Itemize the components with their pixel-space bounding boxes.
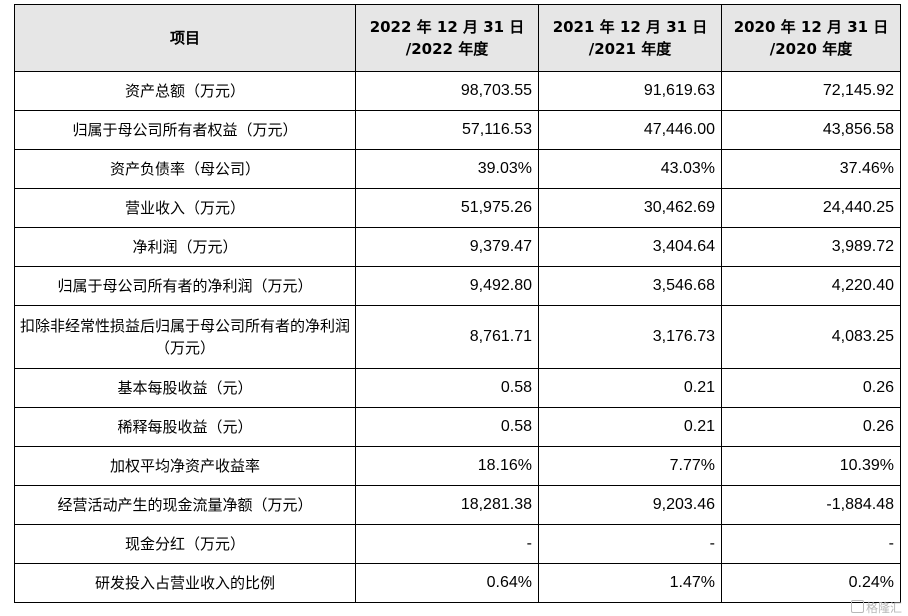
row-label: 基本每股收益（元） (14, 368, 356, 408)
row-label: 资产总额（万元） (14, 71, 356, 111)
table-row: 资产总额（万元） 98,703.55 91,619.63 72,145.92 (14, 71, 901, 111)
value-2020: 24,440.25 (721, 188, 901, 228)
header-row: 项目 2022 年 12 月 31 日 /2022 年度 2021 年 12 月… (14, 4, 901, 72)
value-2020: 10.39% (721, 446, 901, 486)
value-2020: 43,856.58 (721, 110, 901, 150)
value-2022: - (355, 524, 539, 564)
watermark-logo-icon (850, 600, 864, 613)
table-row: 资产负债率（母公司） 39.03% 43.03% 37.46% (14, 149, 901, 189)
value-2022: 9,379.47 (355, 227, 539, 267)
row-label: 现金分红（万元） (14, 524, 356, 564)
value-2020: -1,884.48 (721, 485, 901, 525)
value-2022: 57,116.53 (355, 110, 539, 150)
value-2021: 3,546.68 (538, 266, 722, 306)
value-2022: 0.64% (355, 563, 539, 603)
value-2022: 0.58 (355, 407, 539, 447)
header-item: 项目 (14, 4, 356, 72)
row-label: 扣除非经常性损益后归属于母公司所有者的净利润（万元） (14, 305, 356, 369)
row-label: 加权平均净资产收益率 (14, 446, 356, 486)
table-row: 营业收入（万元） 51,975.26 30,462.69 24,440.25 (14, 188, 901, 228)
value-2022: 8,761.71 (355, 305, 539, 369)
value-2020: 0.26 (721, 368, 901, 408)
watermark: 格隆汇 (850, 599, 902, 616)
value-2021: - (538, 524, 722, 564)
header-2020: 2020 年 12 月 31 日 /2020 年度 (721, 4, 901, 72)
value-2021: 0.21 (538, 368, 722, 408)
table-row: 净利润（万元） 9,379.47 3,404.64 3,989.72 (14, 227, 901, 267)
row-label: 经营活动产生的现金流量净额（万元） (14, 485, 356, 525)
table-row: 经营活动产生的现金流量净额（万元） 18,281.38 9,203.46 -1,… (14, 485, 901, 525)
value-2021: 0.21 (538, 407, 722, 447)
row-label: 稀释每股收益（元） (14, 407, 356, 447)
value-2020: 4,220.40 (721, 266, 901, 306)
value-2021: 3,176.73 (538, 305, 722, 369)
value-2021: 1.47% (538, 563, 722, 603)
value-2020: - (721, 524, 901, 564)
table-row: 现金分红（万元） - - - (14, 524, 901, 564)
value-2022: 18.16% (355, 446, 539, 486)
table-row: 基本每股收益（元） 0.58 0.21 0.26 (14, 368, 901, 408)
value-2020: 72,145.92 (721, 71, 901, 111)
row-label: 归属于母公司所有者权益（万元） (14, 110, 356, 150)
header-2021: 2021 年 12 月 31 日 /2021 年度 (538, 4, 722, 72)
value-2021: 7.77% (538, 446, 722, 486)
value-2022: 18,281.38 (355, 485, 539, 525)
value-2021: 30,462.69 (538, 188, 722, 228)
value-2022: 51,975.26 (355, 188, 539, 228)
table-row: 稀释每股收益（元） 0.58 0.21 0.26 (14, 407, 901, 447)
value-2020: 3,989.72 (721, 227, 901, 267)
value-2021: 9,203.46 (538, 485, 722, 525)
value-2021: 91,619.63 (538, 71, 722, 111)
value-2022: 39.03% (355, 149, 539, 189)
value-2022: 0.58 (355, 368, 539, 408)
value-2020: 0.24% (721, 563, 901, 603)
row-label: 资产负债率（母公司） (14, 149, 356, 189)
row-label: 归属于母公司所有者的净利润（万元） (14, 266, 356, 306)
table-row: 扣除非经常性损益后归属于母公司所有者的净利润（万元） 8,761.71 3,17… (14, 305, 901, 369)
value-2020: 37.46% (721, 149, 901, 189)
row-label: 研发投入占营业收入的比例 (14, 563, 356, 603)
value-2021: 3,404.64 (538, 227, 722, 267)
header-2022: 2022 年 12 月 31 日 /2022 年度 (355, 4, 539, 72)
value-2022: 98,703.55 (355, 71, 539, 111)
table-row: 归属于母公司所有者权益（万元） 57,116.53 47,446.00 43,8… (14, 110, 901, 150)
value-2020: 0.26 (721, 407, 901, 447)
financial-summary-table: 项目 2022 年 12 月 31 日 /2022 年度 2021 年 12 月… (14, 4, 901, 603)
value-2021: 43.03% (538, 149, 722, 189)
table-row: 加权平均净资产收益率 18.16% 7.77% 10.39% (14, 446, 901, 486)
value-2020: 4,083.25 (721, 305, 901, 369)
table-row: 归属于母公司所有者的净利润（万元） 9,492.80 3,546.68 4,22… (14, 266, 901, 306)
row-label: 营业收入（万元） (14, 188, 356, 228)
table-row: 研发投入占营业收入的比例 0.64% 1.47% 0.24% (14, 563, 901, 603)
value-2021: 47,446.00 (538, 110, 722, 150)
row-label: 净利润（万元） (14, 227, 356, 267)
value-2022: 9,492.80 (355, 266, 539, 306)
